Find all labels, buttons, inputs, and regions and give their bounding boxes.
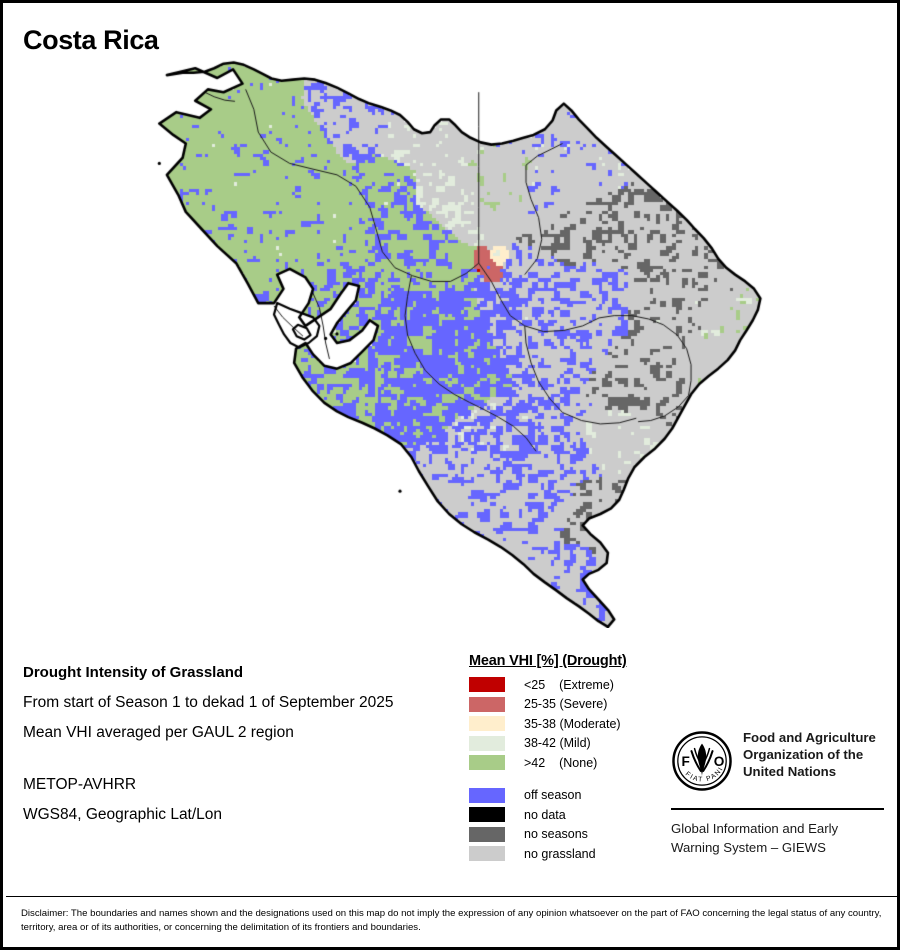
legend-swatch-no-seasons <box>469 826 505 842</box>
legend-item-no-data: no data <box>469 805 684 825</box>
legend-label-no-grassland: no grassland <box>524 846 596 861</box>
giews-line-2: Warning System – GIEWS <box>671 840 826 855</box>
legend-label-no-data: no data <box>524 807 566 822</box>
legend-item-mild: 38-42 (Mild) <box>469 734 684 754</box>
page-title: Costa Rica <box>23 25 159 55</box>
fao-org-line-1: Food and Agriculture <box>743 730 876 745</box>
legend-item-no-seasons: no seasons <box>469 825 684 845</box>
legend-label-moderate: 35-38 (Moderate) <box>524 716 621 731</box>
legend-swatch-off-season <box>469 787 505 803</box>
legend-swatch-mild <box>469 735 505 751</box>
choropleth-map[interactable] <box>148 58 778 628</box>
legend-label-no-seasons: no seasons <box>524 827 588 842</box>
giews-name: Global Information and Early Warning Sys… <box>671 819 886 857</box>
legend-swatch-none <box>469 755 505 771</box>
legend-item-off-season: off season <box>469 786 684 806</box>
legend-swatch-moderate <box>469 716 505 732</box>
fao-logo-icon: F A O FIAT PANIS <box>668 725 733 797</box>
map-projection: WGS84, Geographic Lat/Lon <box>23 806 223 823</box>
map-subtitle: Drought Intensity of Grassland <box>23 664 244 681</box>
legend-item-no-grassland: no grassland <box>469 844 684 864</box>
legend-label-severe: 25-35 (Severe) <box>524 697 608 712</box>
legend-gap <box>469 773 684 786</box>
fao-org-line-3: United Nations <box>743 764 837 779</box>
svg-text:F: F <box>682 754 690 769</box>
legend-swatch-extreme <box>469 677 505 693</box>
map-aggregation: Mean VHI averaged per GAUL 2 region <box>23 724 294 741</box>
metadata-spacer <box>23 748 463 770</box>
map-metadata-block: Drought Intensity of Grassland From star… <box>23 658 463 830</box>
fao-header: F A O FIAT PANIS Food and Agriculture Or… <box>668 725 886 797</box>
giews-line-1: Global Information and Early <box>671 821 839 836</box>
fao-branding: F A O FIAT PANIS Food and Agriculture Or… <box>668 725 886 857</box>
legend-item-moderate: 35-38 (Moderate) <box>469 714 684 734</box>
legend-label-mild: 38-42 (Mild) <box>524 736 591 751</box>
map-raster-canvas[interactable] <box>148 58 778 628</box>
legend-swatch-no-grassland <box>469 846 505 862</box>
disclaimer-divider <box>6 896 900 897</box>
legend-swatch-severe <box>469 696 505 712</box>
legend-item-extreme: <25 (Extreme) <box>469 675 684 695</box>
svg-text:A: A <box>698 744 707 758</box>
map-period: From start of Season 1 to dekad 1 of Sep… <box>23 694 394 711</box>
fao-divider <box>671 808 884 810</box>
legend-label-off-season: off season <box>524 788 582 803</box>
legend-label-none: >42 (None) <box>524 755 598 770</box>
legend-label-extreme: <25 (Extreme) <box>524 677 614 692</box>
disclaimer-text: Disclaimer: The boundaries and names sho… <box>21 908 882 933</box>
legend-title: Mean VHI [%] (Drought) <box>469 653 627 669</box>
fao-org-line-2: Organization of the <box>743 747 864 762</box>
legend-item-severe: 25-35 (Severe) <box>469 695 684 715</box>
fao-organization-name: Food and Agriculture Organization of the… <box>743 729 876 780</box>
legend-swatch-no-data <box>469 807 505 823</box>
map-legend: Mean VHI [%] (Drought) <25 (Extreme) 25-… <box>469 653 684 864</box>
legend-item-none: >42 (None) <box>469 753 684 773</box>
map-sensor: METOP-AVHRR <box>23 776 137 793</box>
svg-text:O: O <box>714 754 725 769</box>
